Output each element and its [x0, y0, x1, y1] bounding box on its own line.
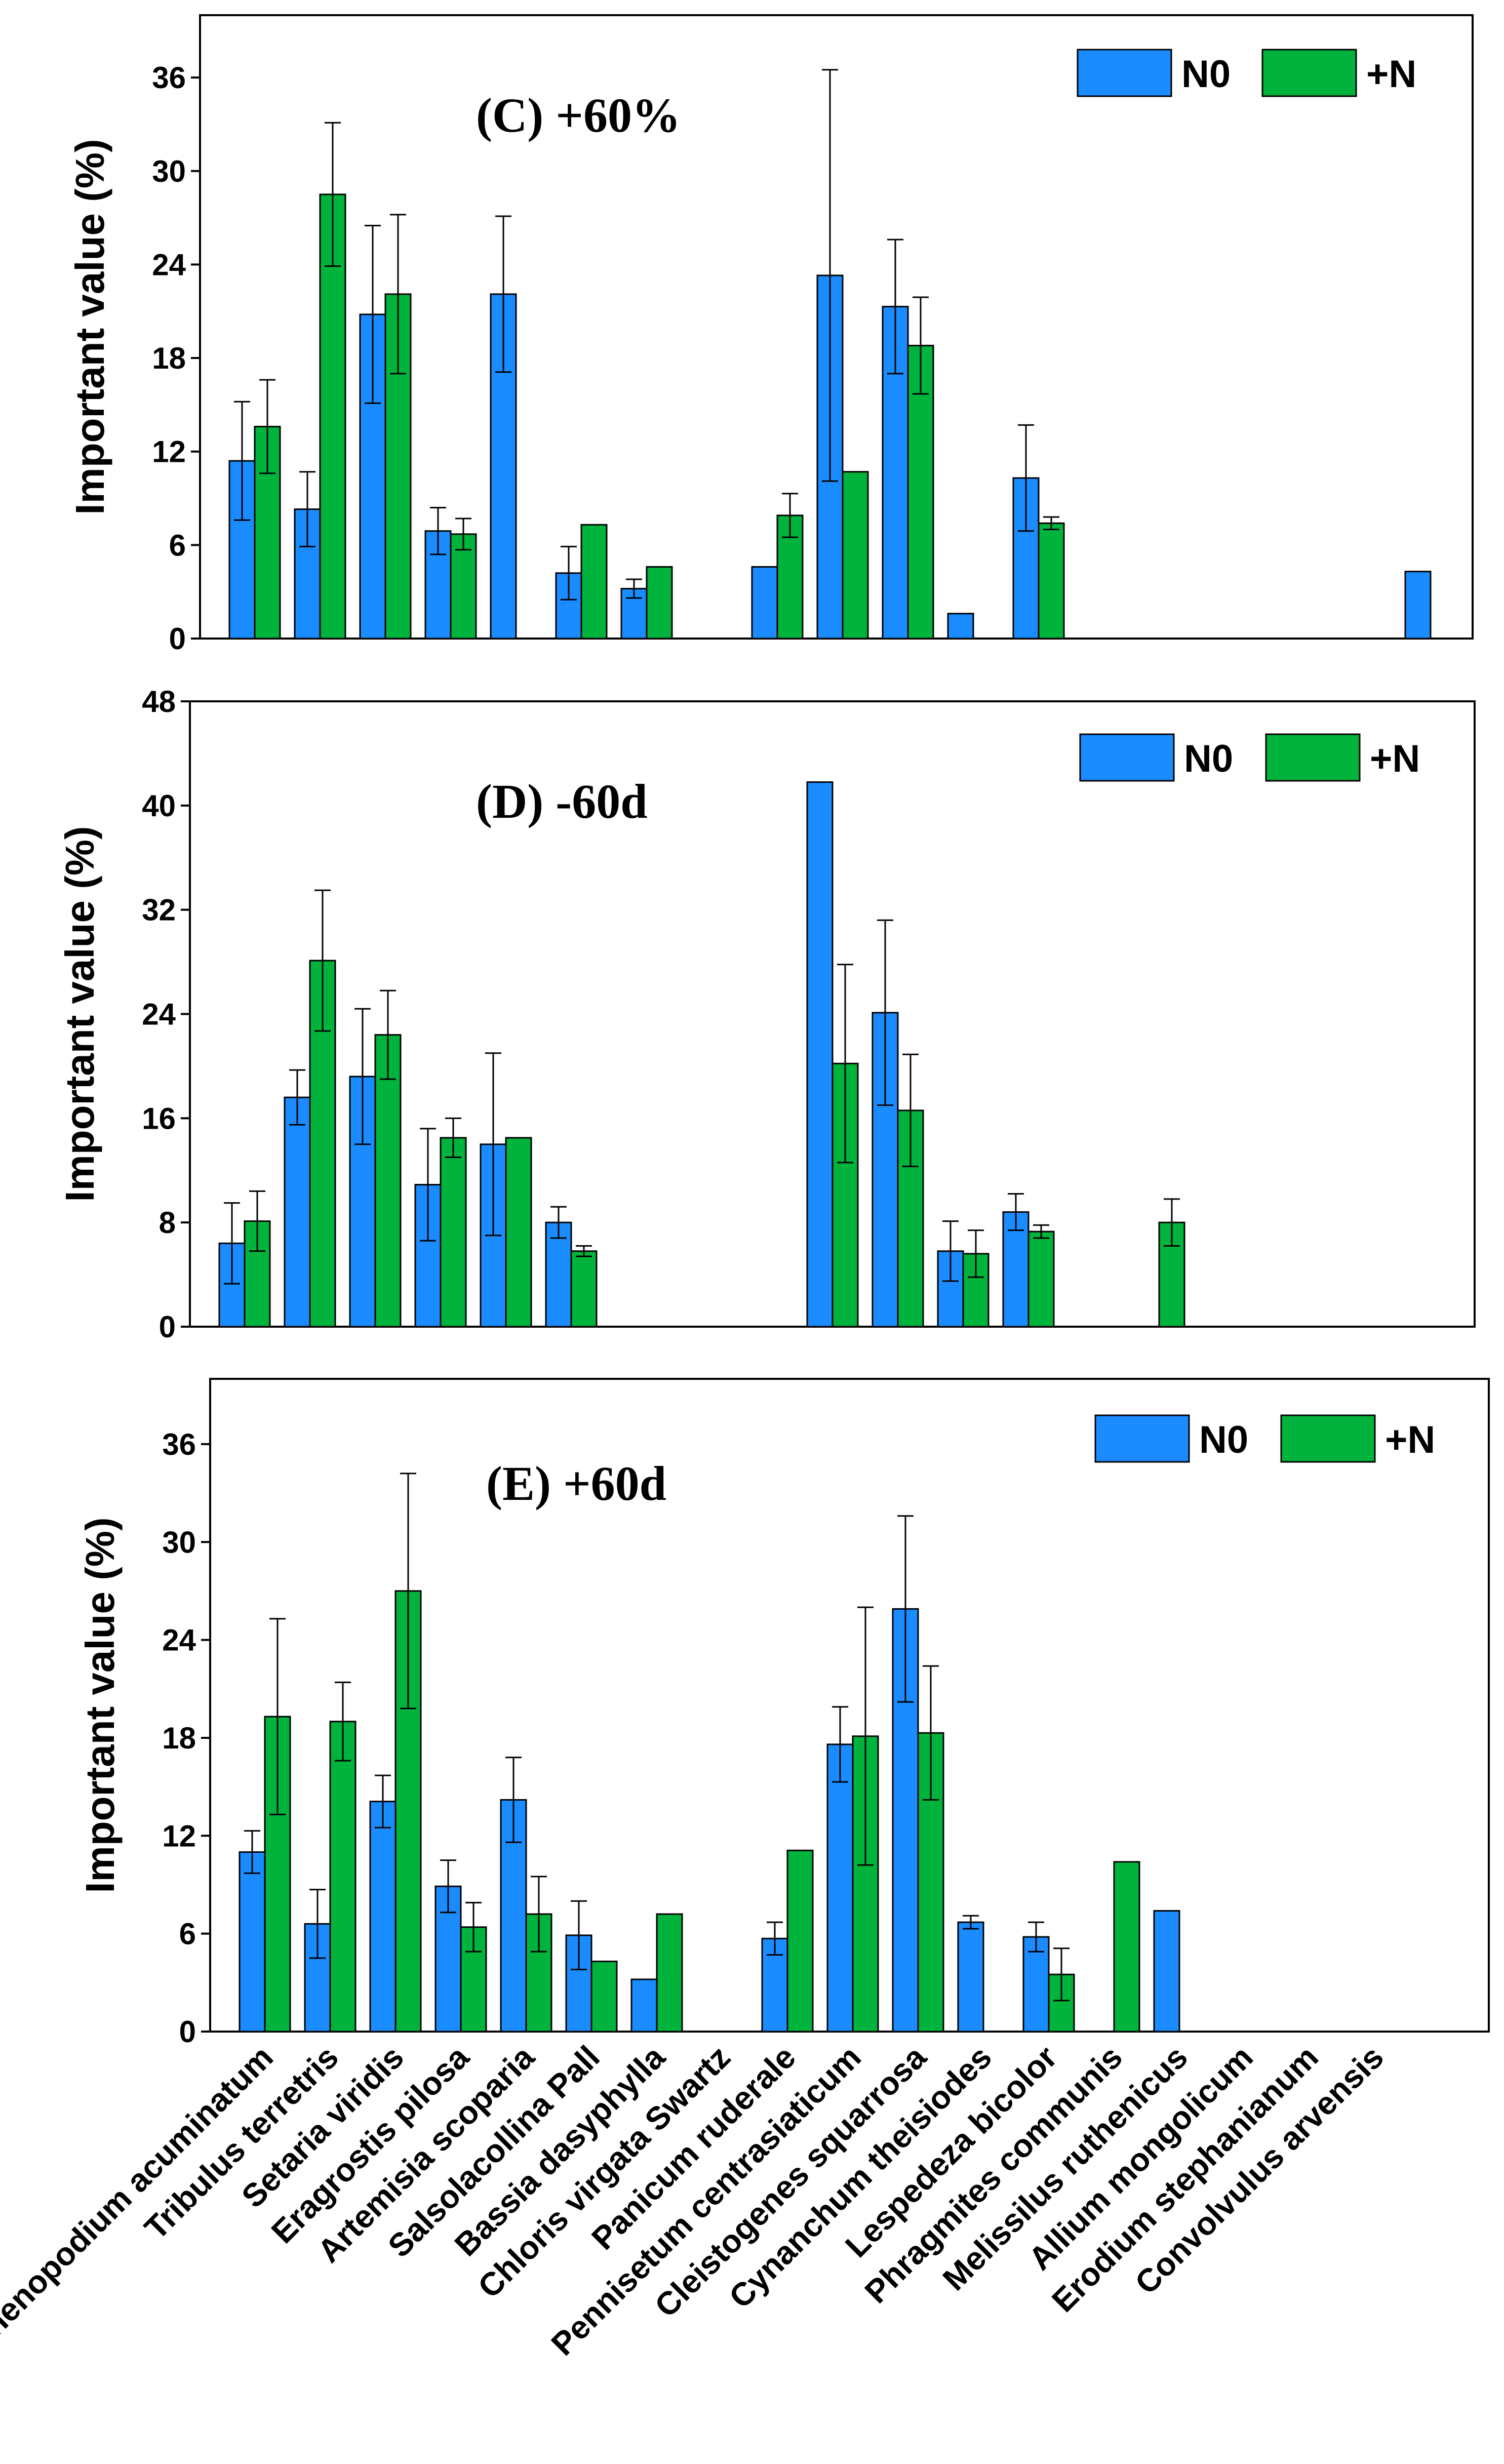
y-tick-label: 36	[152, 61, 186, 95]
bar-n	[646, 566, 673, 640]
y-tick-label: 0	[169, 622, 186, 656]
y-tick-label: 0	[179, 2015, 196, 2049]
y-tick-label: 6	[169, 528, 186, 562]
legend-label-n: +N	[1366, 53, 1416, 96]
y-tick-label: 40	[142, 789, 176, 823]
bar-n0	[1022, 1936, 1050, 2033]
bar-n	[319, 193, 346, 640]
bar-n	[1113, 1861, 1140, 2033]
bar-n0	[630, 1978, 658, 2033]
y-tick-label: 8	[159, 1206, 176, 1240]
bar-n0	[369, 1801, 397, 2033]
y-tick-label: 12	[152, 435, 186, 469]
bar-n	[842, 471, 869, 640]
legend-swatch-n	[1280, 1414, 1376, 1463]
bar-n	[1027, 1230, 1055, 1328]
legend-label-n: +N	[1385, 1418, 1435, 1461]
bar-n0	[751, 566, 778, 640]
bar-n0	[957, 1921, 984, 2033]
y-tick-label: 12	[162, 1819, 196, 1853]
bar-n	[1038, 522, 1065, 640]
bar-n0	[284, 1096, 311, 1328]
bar-n	[440, 1137, 467, 1328]
y-axis-label: Important value (%)	[77, 1517, 123, 1893]
y-tick-label: 24	[152, 248, 186, 282]
y-tick-label: 0	[159, 1310, 176, 1344]
y-tick-label: 6	[179, 1917, 196, 1951]
legend-swatch-n0	[1079, 733, 1175, 782]
bar-n0	[1404, 571, 1432, 640]
bar-n0	[947, 613, 974, 640]
bar-n	[580, 524, 608, 640]
bar-n0	[826, 1743, 854, 2033]
bar-n	[570, 1250, 598, 1328]
legend-label-n: +N	[1370, 737, 1420, 780]
bar-n0	[1002, 1211, 1030, 1328]
bar-n	[450, 533, 477, 640]
panel-title: (D) -60d	[476, 774, 648, 828]
bar-n0	[806, 781, 834, 1328]
y-axis-label: Important value (%)	[67, 139, 112, 514]
panel-E: 0 6 12 18 24 30 36 Important value (%) (E) +60d N…	[77, 1378, 1490, 2049]
bar-n	[505, 1137, 532, 1328]
y-tick-label: 18	[162, 1721, 196, 1755]
bar-n	[590, 1960, 618, 2033]
bar-n0	[565, 1934, 592, 2033]
y-axis-label: Important value (%)	[57, 826, 102, 1202]
y-tick-label: 18	[152, 341, 186, 375]
category-label: Chenopodium acuminatum	[0, 2039, 280, 2360]
bar-n0	[239, 1851, 266, 2033]
y-tick-label: 16	[142, 1101, 176, 1135]
bar-n	[329, 1721, 357, 2033]
y-tick-label: 24	[162, 1623, 196, 1657]
panel-D: 0 8 16 24 32 40 48 Important value (%) (D) -60d N…	[57, 685, 1476, 1344]
bar-n	[786, 1849, 814, 2033]
y-tick-label: 32	[142, 893, 176, 927]
bar-n0	[545, 1221, 572, 1328]
legend-swatch-n	[1261, 49, 1357, 97]
y-tick-label: 30	[152, 154, 186, 188]
y-tick-label: 24	[142, 998, 176, 1031]
y-tick-label: 30	[162, 1525, 196, 1559]
legend-label-n0: N0	[1184, 737, 1233, 780]
legend-swatch-n	[1265, 733, 1361, 782]
y-tick-label: 48	[142, 685, 176, 719]
bar-n	[656, 1913, 683, 2033]
legend-swatch-n0	[1077, 49, 1172, 97]
panel-title: (E) +60d	[486, 1456, 666, 1511]
panel-C: 0 6 12 18 24 30 36 Important value (%) (C) +60% N…	[67, 14, 1474, 656]
legend-label-n0: N0	[1199, 1418, 1248, 1461]
bar-n0	[1153, 1910, 1180, 2033]
y-tick-label: 36	[162, 1427, 196, 1461]
legend-label-n0: N0	[1181, 53, 1231, 96]
bar-n	[244, 1220, 271, 1328]
panel-title: (C) +60%	[476, 88, 681, 142]
bar-n	[264, 1716, 291, 2033]
legend-swatch-n0	[1094, 1414, 1190, 1463]
